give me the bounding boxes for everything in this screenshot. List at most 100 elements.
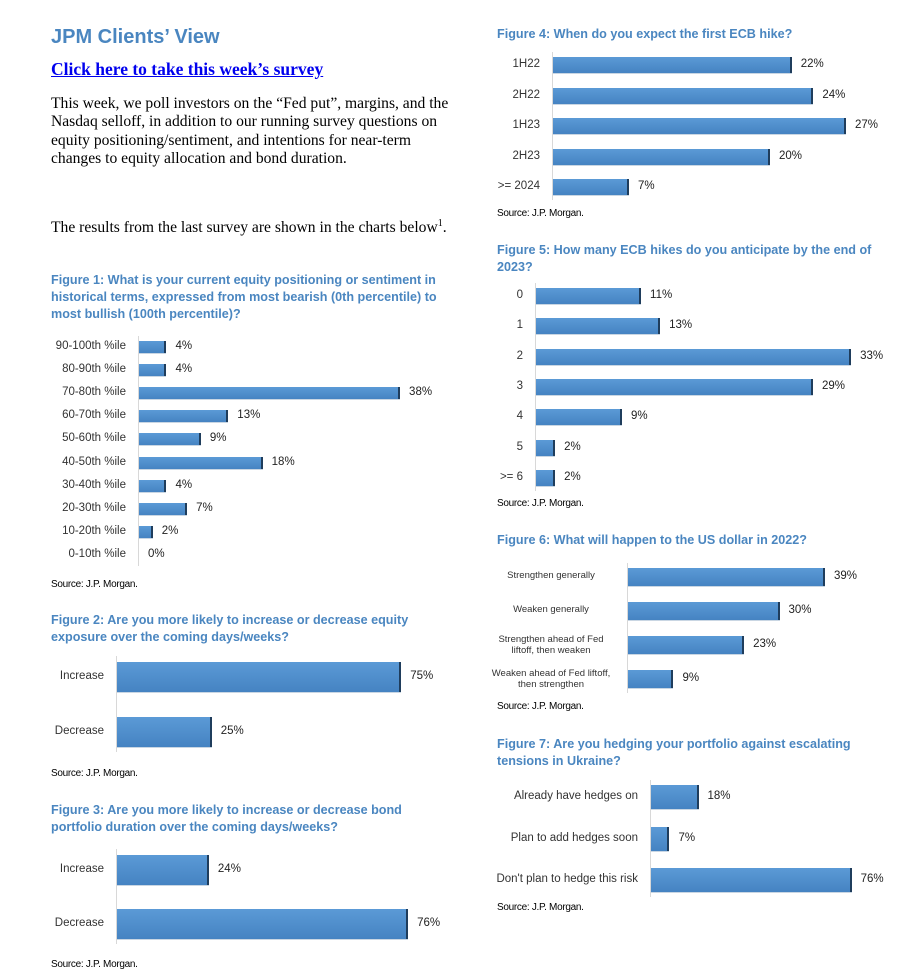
figure-2-axis xyxy=(116,656,117,752)
figure-1-value-label: 7% xyxy=(196,501,213,514)
figure-4-bar xyxy=(553,179,629,195)
figure-5-source: Source: J.P. Morgan. xyxy=(497,498,584,509)
figure-4-bar xyxy=(553,57,792,73)
figure-4-value-label: 27% xyxy=(854,119,878,131)
figure-5-value-label: 29% xyxy=(821,379,845,392)
figure-5-bar xyxy=(536,469,556,486)
figure-4-bar xyxy=(553,148,770,165)
survey-link[interactable]: Click here to take this week’s survey xyxy=(51,59,324,79)
figure-1-category-label: 90-100th %ile xyxy=(55,340,126,352)
results-paragraph: The results from the last survey are sho… xyxy=(51,218,447,237)
figure-5-value-label: 2% xyxy=(564,440,581,453)
figure-7-category-label: Plan to add hedges soon xyxy=(510,831,638,844)
figure-5-value-label: 2% xyxy=(564,470,581,483)
figure-4-value-label: 22% xyxy=(800,58,824,70)
figure-3-category-label: Increase xyxy=(59,863,104,875)
figure-6-value-label: 39% xyxy=(833,570,857,582)
figure-2-category-label: Increase xyxy=(59,670,104,682)
figure-5-value-label: 9% xyxy=(630,410,648,423)
figure-1-category-label: 40-50th %ile xyxy=(62,455,126,468)
figure-2-value-label: 25% xyxy=(220,725,244,737)
figure-1-bar xyxy=(139,410,229,423)
figure-1-bar xyxy=(139,502,188,515)
figure-7-bar xyxy=(651,826,670,851)
figure-2-source: Source: J.P. Morgan. xyxy=(51,768,138,779)
figure-1-value-label: 4% xyxy=(175,363,193,376)
figure-6-category-label: Weaken generally xyxy=(513,604,589,615)
figure-1-value-label: 38% xyxy=(409,386,433,399)
figure-5-bar xyxy=(536,318,661,335)
figure-1-category-label: 70-80th %ile xyxy=(62,386,126,399)
figure-3-category-label: Decrease xyxy=(54,917,104,929)
figure-6-value-label: 23% xyxy=(753,638,777,650)
figure-1-axis xyxy=(138,336,139,566)
figure-7-category-label: Already have hedges on xyxy=(513,790,638,802)
figure-7-title: Figure 7: Are you hedging your portfolio… xyxy=(497,737,851,768)
figure-5-bar xyxy=(536,288,642,304)
figure-5-category-label: >= 6 xyxy=(499,470,523,483)
figure-7-value-label: 76% xyxy=(860,873,884,885)
figure-3-value-label: 76% xyxy=(417,917,441,929)
figure-1-value-label: 9% xyxy=(209,432,227,445)
figure-2-title: Figure 2: Are you more likely to increas… xyxy=(51,613,409,644)
figure-6-value-label: 9% xyxy=(682,672,700,684)
figure-1-category-label: 50-60th %ile xyxy=(62,432,126,445)
figure-3-value-label: 24% xyxy=(217,863,241,875)
figure-6-title: Figure 6: What will happen to the US dol… xyxy=(497,533,807,547)
figure-1-value-label: 18% xyxy=(271,455,295,468)
figure-4-value-label: 7% xyxy=(637,180,655,192)
figure-7-bar xyxy=(651,868,852,892)
figure-3-source: Source: J.P. Morgan. xyxy=(51,959,138,970)
figure-3-bar xyxy=(117,909,409,939)
figure-7-category-label: Don't plan to hedge this risk xyxy=(496,873,638,885)
figure-4-value-label: 24% xyxy=(822,88,846,101)
figure-5-bar xyxy=(536,378,813,395)
figure-2-bar xyxy=(117,717,212,747)
figure-1-value-label: 2% xyxy=(161,524,179,537)
figure-5-value-label: 11% xyxy=(650,289,673,301)
figure-1-bar xyxy=(139,456,263,469)
figure-5-bar xyxy=(536,409,622,426)
figure-4-category-label: 2H23 xyxy=(512,149,541,162)
figure-5-bar xyxy=(536,348,852,365)
figure-1-source: Source: J.P. Morgan. xyxy=(51,579,138,590)
figure-6-category-label: Weaken ahead of Fed liftoff, then streng… xyxy=(491,668,611,690)
intro-paragraph: This week, we poll investors on the “Fed… xyxy=(51,95,449,168)
figure-5-title: Figure 5: How many ECB hikes do you anti… xyxy=(497,243,872,274)
figure-1-category-label: 20-30th %ile xyxy=(62,501,126,514)
figure-4-category-label: >= 2024 xyxy=(497,180,540,192)
figure-1-value-label: 4% xyxy=(175,340,193,352)
figure-4-value-label: 20% xyxy=(779,149,803,162)
figure-1-value-label: 0% xyxy=(148,547,165,560)
results-text: The results from the last survey are sho… xyxy=(51,219,438,237)
figure-6-bar xyxy=(628,568,825,586)
figure-7-bar xyxy=(651,785,699,809)
figure-5-axis xyxy=(535,283,536,491)
figure-5-category-label: 3 xyxy=(516,379,523,392)
figure-4-source: Source: J.P. Morgan. xyxy=(497,208,584,219)
figure-6-category-label: Strengthen generally xyxy=(507,570,595,581)
figure-5-bar xyxy=(536,439,556,456)
figure-3-bar xyxy=(117,855,209,885)
figure-3-axis xyxy=(116,849,117,944)
figure-1-bar xyxy=(139,341,167,353)
figure-6-value-label: 30% xyxy=(788,604,812,616)
figure-1-category-label: 80-90th %ile xyxy=(62,363,126,376)
figure-5-category-label: 2 xyxy=(516,349,523,362)
page-title: JPM Clients’ View xyxy=(51,26,220,48)
figure-4-category-label: 2H22 xyxy=(512,88,541,101)
figure-4-bar xyxy=(553,118,846,134)
figure-1-bar xyxy=(139,479,167,492)
figure-1-category-label: 10-20th %ile xyxy=(62,524,126,537)
figure-2-category-label: Decrease xyxy=(54,725,104,737)
figure-5-value-label: 33% xyxy=(860,349,884,362)
figure-4-category-label: 1H23 xyxy=(512,119,541,131)
figure-4-category-label: 1H22 xyxy=(512,58,541,70)
figure-2-bar xyxy=(117,662,402,692)
figure-1-title: Figure 1: What is your current equity po… xyxy=(51,273,437,321)
figure-7-source: Source: J.P. Morgan. xyxy=(497,902,584,913)
figure-3-title: Figure 3: Are you more likely to increas… xyxy=(51,803,402,834)
figure-6-category-label: Strengthen ahead of Fed liftoff, then we… xyxy=(498,634,604,656)
figure-1-category-label: 60-70th %ile xyxy=(62,409,126,422)
figure-1-bar xyxy=(139,525,153,538)
